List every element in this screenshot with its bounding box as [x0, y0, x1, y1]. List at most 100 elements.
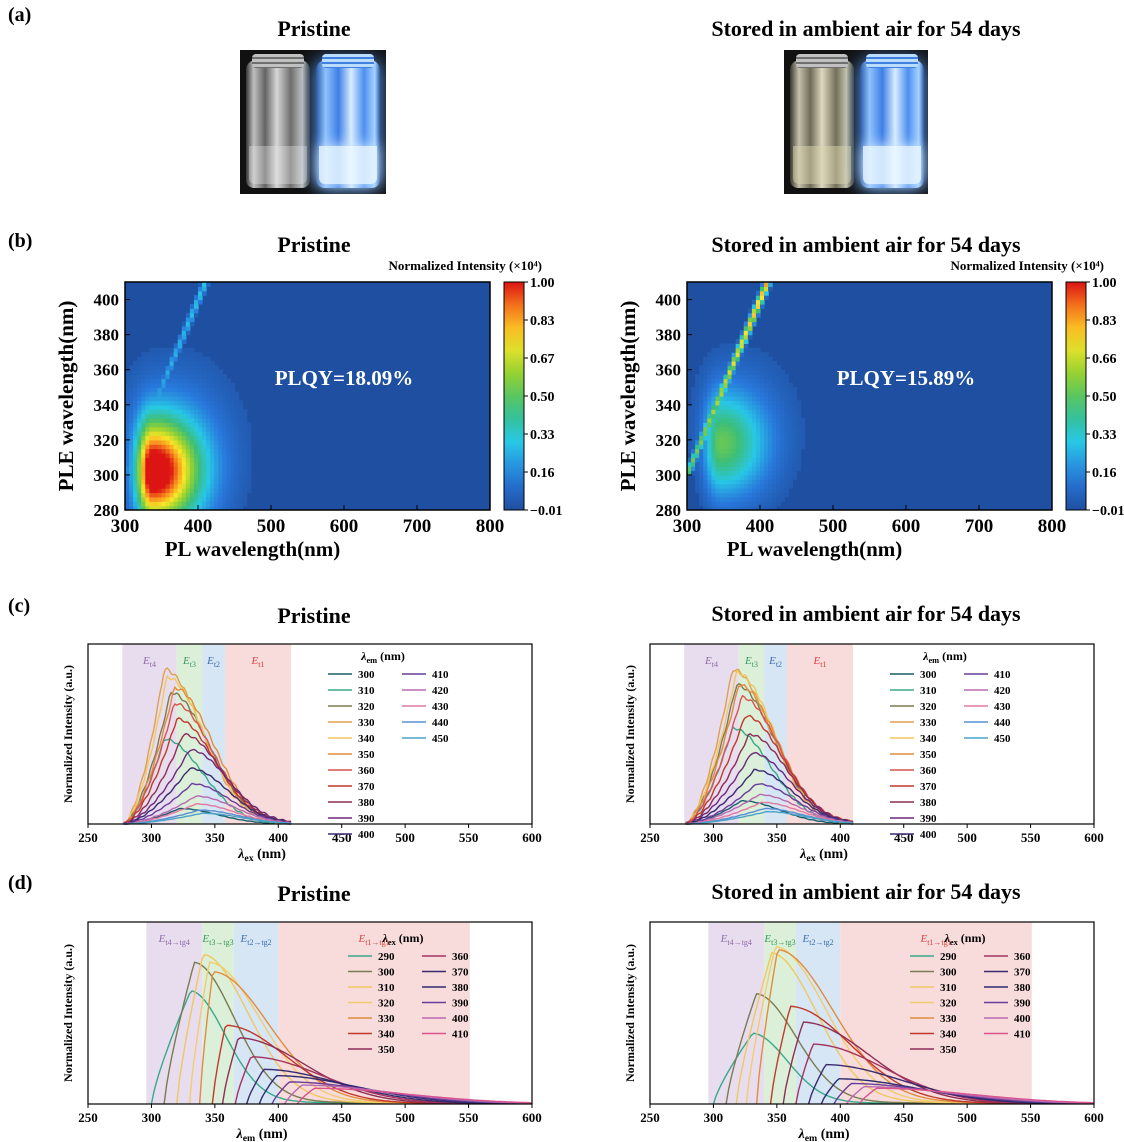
- heatmap-cell: [230, 431, 236, 437]
- heatmap-cell: [768, 457, 773, 463]
- heatmap-cell: [157, 431, 163, 437]
- heatmap-cell: [137, 422, 142, 428]
- heatmap-cell: [202, 453, 207, 458]
- heatmap-cell: [226, 387, 232, 393]
- heatmap-cell: [169, 382, 175, 388]
- heatmap-cell: [751, 444, 757, 450]
- y-tick-label: 400: [656, 291, 682, 310]
- heatmap-cell: [719, 413, 725, 419]
- heatmap-cell: [800, 435, 806, 441]
- heatmap-cell: [735, 453, 741, 458]
- heatmap-cell: [792, 409, 798, 415]
- heatmap-cell: [222, 435, 227, 441]
- heatmap-cell: [153, 378, 159, 384]
- heatmap-cell: [731, 501, 737, 507]
- heatmap-cell: [784, 483, 789, 489]
- heatmap-cell: [181, 483, 187, 489]
- heatmap-cell: [711, 492, 716, 498]
- heatmap-cell: [165, 461, 171, 467]
- heatmap-cell: [780, 413, 785, 419]
- legend-entry: 410: [432, 669, 449, 681]
- heatmap-cell: [153, 444, 159, 450]
- heatmap-cell: [760, 303, 765, 309]
- heatmap-cell: [129, 426, 134, 432]
- heatmap-cell: [230, 448, 236, 454]
- heatmap-cell: [125, 479, 130, 485]
- heatmap-cell: [137, 396, 142, 401]
- heatmap-cell: [177, 505, 183, 510]
- heatmap-cell: [715, 400, 721, 406]
- heatmap-cell: [177, 400, 183, 406]
- heatmap-cell: [234, 466, 240, 472]
- heatmap-cell: [723, 352, 729, 358]
- heatmap-cell: [129, 457, 134, 463]
- heatmap-cell: [202, 444, 207, 450]
- heatmap-cell: [711, 413, 716, 419]
- heatmap-cell: [796, 466, 802, 472]
- heatmap-cell: [735, 488, 741, 494]
- heatmap-cell: [210, 369, 215, 375]
- heatmap-cell: [185, 474, 191, 480]
- heatmap-cell: [125, 409, 130, 415]
- legend-entry: 300: [358, 669, 375, 681]
- heatmap-cell: [760, 352, 765, 358]
- heatmap-cell: [157, 492, 163, 498]
- heatmap-cell: [715, 461, 721, 467]
- heatmap-cell: [181, 488, 187, 494]
- heatmap-cell: [691, 470, 696, 476]
- heatmap-cell: [784, 470, 789, 476]
- heatmap-cell: [137, 466, 142, 472]
- heatmap-cell: [185, 321, 191, 327]
- heatmap-cell: [711, 439, 716, 445]
- heatmap-cell: [727, 461, 733, 467]
- heatmap-cell: [772, 444, 777, 450]
- heatmap-cell: [788, 474, 794, 480]
- heatmap-cell: [719, 343, 725, 349]
- heatmap-cell: [157, 488, 163, 494]
- heatmap-cell: [760, 483, 765, 489]
- energy-band: [146, 922, 203, 1104]
- heatmap-cell: [731, 505, 737, 510]
- heatmap-cell: [695, 474, 700, 480]
- heatmap-cell: [731, 360, 737, 366]
- energy-band-label: Et2: [206, 655, 220, 669]
- heatmap-cell: [141, 396, 146, 401]
- heatmap-cell: [780, 409, 785, 415]
- heatmap-cell: [149, 360, 154, 366]
- heatmap-cell: [707, 404, 712, 410]
- heatmap-cell: [161, 492, 167, 498]
- heatmap-cell: [181, 435, 187, 441]
- heatmap-cell: [755, 352, 761, 358]
- heatmap-cell: [776, 382, 781, 388]
- heatmap-cell: [731, 422, 737, 428]
- heatmap-cell: [796, 422, 802, 428]
- heatmap-cell: [145, 426, 150, 432]
- heatmap-cell: [723, 492, 729, 498]
- heatmap-cell: [129, 453, 134, 458]
- legend-entry: 360: [452, 951, 469, 963]
- x-tick-label: 400: [831, 830, 851, 845]
- heatmap-cell: [711, 505, 716, 510]
- heatmap-cell: [699, 400, 704, 406]
- heatmap-cell: [161, 496, 167, 502]
- x-tick-label: 400: [746, 516, 775, 537]
- heatmap-cell: [731, 448, 737, 454]
- heatmap-cell: [784, 448, 789, 454]
- heatmap-cell: [149, 378, 154, 384]
- heatmap-cell: [747, 321, 753, 327]
- heatmap-cell: [210, 474, 215, 480]
- y-axis-label: Normalized Intensity (a.u.): [61, 944, 75, 1082]
- x-tick-label: 300: [704, 830, 724, 845]
- heatmap-cell: [731, 435, 737, 441]
- heatmap-cell: [699, 382, 704, 388]
- heatmap-cell: [768, 439, 773, 445]
- heatmap-cell: [238, 426, 244, 432]
- heatmap-cell: [145, 400, 150, 406]
- heatmap-cell: [214, 479, 219, 485]
- heatmap-cell: [206, 374, 211, 380]
- heatmap-cell: [161, 352, 167, 358]
- heatmap-cell: [788, 461, 794, 467]
- heatmap-cell: [161, 374, 167, 380]
- heatmap-cell: [711, 417, 716, 423]
- heatmap-cell: [185, 470, 191, 476]
